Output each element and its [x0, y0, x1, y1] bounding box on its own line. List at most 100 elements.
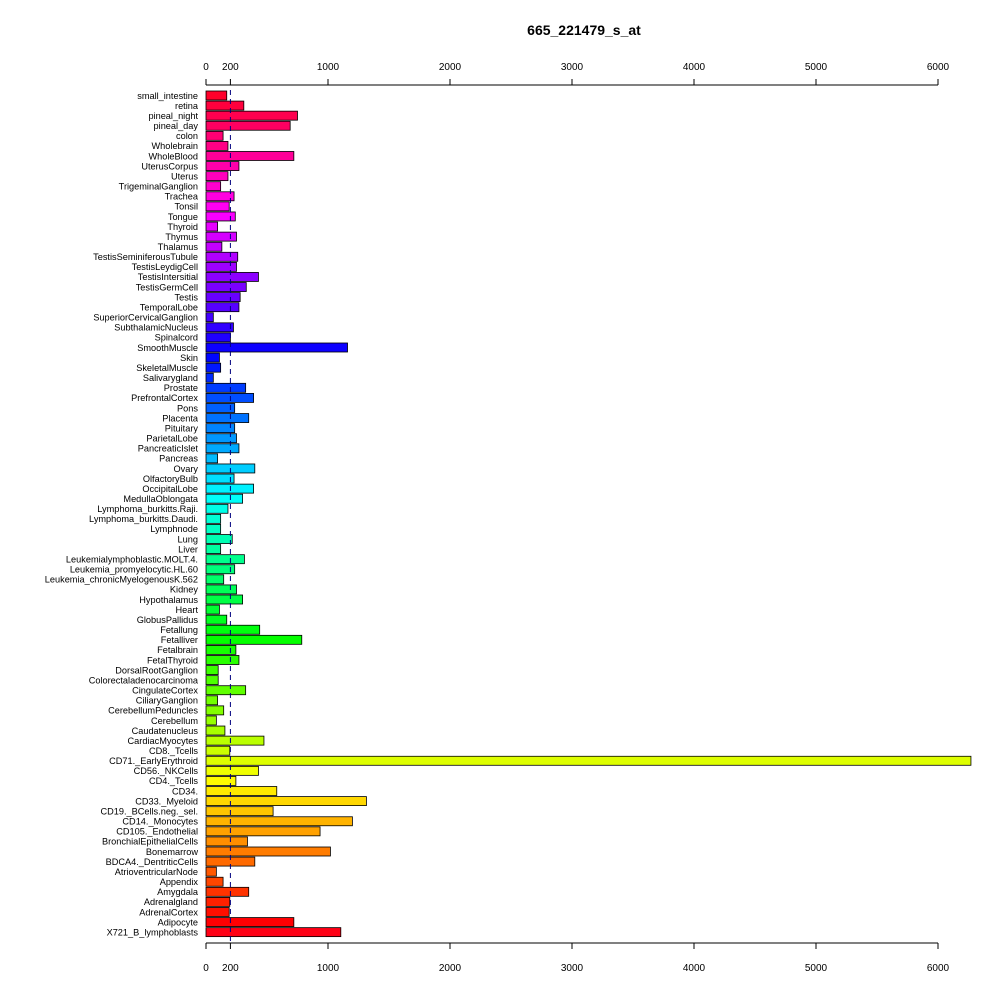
- category-label: TestisSeminiferousTubule: [93, 252, 198, 262]
- category-label: TemporalLobe: [140, 302, 198, 312]
- bar: [205, 483, 254, 494]
- bar: [205, 181, 222, 192]
- category-label: Hypothalamus: [139, 595, 198, 605]
- bar: [205, 745, 231, 756]
- bar: [205, 433, 237, 444]
- bar: [205, 120, 291, 131]
- bar: [205, 251, 239, 262]
- bar: [205, 403, 236, 413]
- bar: [205, 725, 226, 736]
- bar: [205, 261, 237, 272]
- tick-label: 3000: [561, 62, 584, 73]
- category-label: Uterus: [171, 171, 198, 181]
- bar: [205, 140, 229, 151]
- bar: [205, 362, 222, 373]
- category-label: Fetalliver: [161, 635, 198, 645]
- tick-label: 6000: [927, 62, 950, 73]
- tick-label: 5000: [805, 62, 828, 73]
- category-label: Lymphoma_burkitts.Raji.: [97, 504, 198, 514]
- bar: [205, 866, 217, 877]
- top-x-axis: 0 200 1000 2000 3000 4000 5000 6000: [203, 62, 950, 86]
- tick-label: 200: [222, 963, 239, 974]
- category-label: pineal_night: [148, 111, 198, 121]
- bar: [205, 675, 219, 686]
- category-label: Lung: [178, 534, 198, 544]
- bar: [205, 645, 237, 655]
- category-label: SmoothMuscle: [137, 343, 198, 353]
- tick-label: 4000: [683, 62, 706, 73]
- category-label: Amygdala: [157, 887, 199, 897]
- bar: [205, 282, 247, 292]
- tick-label: 2000: [439, 62, 462, 73]
- bar: [205, 493, 243, 504]
- bar: [205, 413, 250, 423]
- bar: [205, 534, 233, 544]
- category-label: OlfactoryBulb: [143, 474, 198, 484]
- category-label: Thalamus: [158, 242, 199, 252]
- bar: [205, 322, 234, 333]
- bar: [205, 735, 265, 746]
- category-label: BDCA4._DentriticCells: [106, 857, 199, 867]
- category-label: Testis: [175, 292, 199, 302]
- category-label: Salivarygland: [143, 373, 198, 383]
- bar: [205, 554, 245, 565]
- bar: [205, 897, 231, 907]
- category-label: UterusCorpus: [141, 161, 198, 171]
- category-label: ParietalLobe: [146, 434, 198, 444]
- bar: [205, 221, 218, 232]
- category-label: FetalThyroid: [147, 655, 198, 665]
- tick-label: 200: [222, 62, 239, 73]
- bar: [205, 564, 236, 575]
- bar: [205, 594, 243, 605]
- category-label: Fetalbrain: [157, 645, 198, 655]
- category-label: Pituitary: [165, 423, 199, 433]
- bar: [205, 382, 247, 393]
- category-label: TestisGermCell: [136, 282, 198, 292]
- bar: [205, 342, 348, 353]
- bar: [205, 241, 223, 252]
- bar: [205, 191, 235, 202]
- bar: [205, 584, 237, 595]
- category-label: Pons: [177, 403, 198, 413]
- category-label: CerebellumPeduncles: [108, 706, 198, 716]
- bar: [205, 524, 222, 534]
- category-label: Tonsil: [175, 202, 199, 212]
- bar: [205, 685, 247, 696]
- category-label: Fetallung: [160, 625, 198, 635]
- category-label: PancreaticIslet: [138, 444, 199, 454]
- bar: [205, 90, 228, 101]
- category-label: Lymphnode: [150, 524, 198, 534]
- bar: [205, 372, 214, 383]
- bar: [205, 604, 220, 615]
- category-label: SubthalamicNucleus: [114, 323, 198, 333]
- bar: [205, 634, 303, 645]
- category-label: Leukemialymphoblastic.MOLT.4.: [66, 554, 198, 564]
- bar: [205, 655, 240, 665]
- category-label: OccipitalLobe: [142, 484, 198, 494]
- tick-label: 4000: [683, 963, 706, 974]
- category-label: Leukemia_promyelocytic.HL.60: [70, 565, 198, 575]
- bar: [205, 443, 240, 454]
- tick-label: 1000: [317, 62, 340, 73]
- category-label: Lymphoma_burkitts.Daudi.: [89, 514, 198, 524]
- category-label: TestisIntersitial: [138, 272, 198, 282]
- category-label: TrigeminalGanglion: [119, 182, 198, 192]
- tick-label: 3000: [561, 963, 584, 974]
- category-label: X721_B_lymphoblasts: [107, 927, 199, 937]
- category-label: CiliaryGanglion: [136, 696, 198, 706]
- category-label: Liver: [178, 544, 198, 554]
- bar: [205, 392, 254, 403]
- bar: [205, 201, 230, 212]
- category-label: Colorectaladenocarcinoma: [89, 675, 199, 685]
- category-label: Thyroid: [167, 222, 198, 232]
- category-label: CD4._Tcells: [149, 776, 198, 786]
- category-label: CingulateCortex: [132, 686, 198, 696]
- category-label: SuperiorCervicalGanglion: [93, 313, 198, 323]
- category-label: Adipocyte: [158, 917, 198, 927]
- category-label: Bonemarrow: [146, 847, 198, 857]
- bar: [205, 100, 245, 111]
- category-label: CD33._Myeloid: [135, 796, 198, 806]
- bar: [205, 816, 353, 827]
- bar: [205, 513, 222, 524]
